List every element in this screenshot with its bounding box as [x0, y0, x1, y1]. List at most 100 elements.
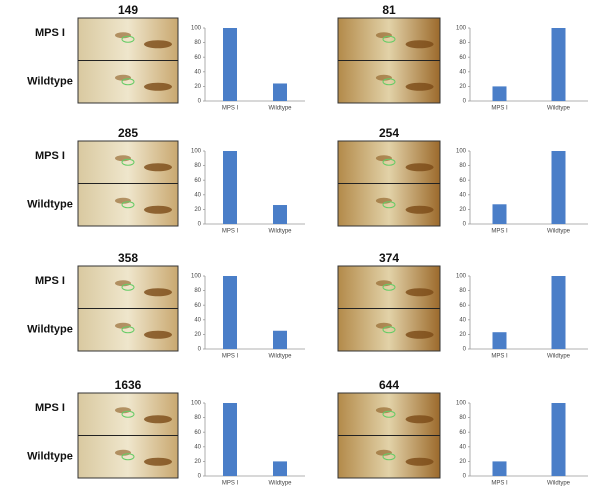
x-tick-label: Wildtype: [268, 106, 292, 112]
x-tick-label: Wildtype: [547, 354, 571, 360]
y-tick-label: 80: [459, 40, 466, 46]
gel-spot: [405, 40, 434, 49]
y-tick-label: 100: [191, 26, 202, 32]
bar: [223, 151, 237, 224]
bar: [551, 276, 566, 349]
gel-circle: [382, 453, 396, 461]
x-tick-label: MPS I: [222, 354, 239, 360]
y-tick-label: 100: [456, 274, 467, 280]
gel-circle: [382, 283, 396, 291]
gel-circle: [121, 453, 135, 461]
gel-circle: [382, 78, 396, 86]
y-tick-label: 80: [194, 288, 201, 294]
y-tick-label: 0: [198, 347, 202, 353]
bar: [223, 28, 237, 101]
gel-spot: [405, 457, 434, 466]
x-tick-label: Wildtype: [268, 481, 292, 487]
gel-spot: [405, 288, 434, 297]
spot-label: 358: [118, 251, 138, 265]
gel-spot: [144, 330, 172, 339]
y-tick-label: 80: [459, 163, 466, 169]
gel-circle: [382, 201, 396, 209]
bar: [492, 332, 507, 349]
gel-spot: [144, 288, 172, 297]
gel-circle: [382, 35, 396, 43]
x-tick-label: MPS I: [222, 106, 239, 112]
bar: [551, 151, 566, 224]
y-tick-label: 20: [194, 84, 201, 90]
gel-circle: [121, 283, 135, 291]
x-tick-label: MPS I: [491, 229, 508, 235]
gel-circle: [121, 410, 135, 418]
row-label: Wildtype: [27, 451, 73, 463]
spot-label: 374: [379, 251, 399, 265]
bar: [492, 204, 507, 224]
y-tick-label: 40: [459, 69, 466, 75]
x-tick-label: MPS I: [222, 481, 239, 487]
gel-circle: [121, 78, 135, 86]
spot-label: 149: [118, 3, 138, 17]
gel-spot: [144, 415, 172, 424]
y-tick-label: 0: [198, 474, 202, 480]
gel-spot: [144, 205, 172, 214]
y-tick-label: 60: [459, 430, 466, 436]
x-tick-label: Wildtype: [547, 481, 571, 487]
row-label: MPS I: [35, 27, 65, 39]
bar: [492, 461, 507, 476]
y-tick-label: 80: [459, 415, 466, 421]
row-label: Wildtype: [27, 324, 73, 336]
gel-circle: [121, 158, 135, 166]
gel-spot: [144, 457, 172, 466]
gel-circle: [382, 410, 396, 418]
gel-circle: [121, 35, 135, 43]
y-tick-label: 40: [459, 192, 466, 198]
row-label: Wildtype: [27, 76, 73, 88]
y-tick-label: 80: [194, 163, 201, 169]
x-tick-label: MPS I: [491, 106, 508, 112]
y-tick-label: 40: [459, 317, 466, 323]
spot-label: 81: [382, 3, 396, 17]
bar: [223, 276, 237, 349]
y-tick-label: 20: [459, 459, 466, 465]
x-tick-label: MPS I: [491, 354, 508, 360]
y-tick-label: 60: [194, 55, 201, 61]
gel-spot: [405, 163, 434, 172]
gel-spot: [144, 40, 172, 49]
y-tick-label: 60: [459, 303, 466, 309]
y-tick-label: 80: [194, 415, 201, 421]
row-label: MPS I: [35, 275, 65, 287]
bar: [551, 28, 566, 101]
y-tick-label: 100: [191, 149, 202, 155]
gel-spot: [405, 330, 434, 339]
gel-circle: [121, 201, 135, 209]
y-tick-label: 0: [198, 222, 202, 228]
bar: [492, 86, 507, 101]
bar: [551, 403, 566, 476]
y-tick-label: 40: [194, 69, 201, 75]
gel-spot: [144, 163, 172, 172]
gel-circle: [382, 326, 396, 334]
y-tick-label: 20: [459, 207, 466, 213]
y-tick-label: 60: [194, 303, 201, 309]
gel-spot: [405, 82, 434, 91]
y-tick-label: 0: [198, 99, 202, 105]
x-tick-label: MPS I: [491, 481, 508, 487]
y-tick-label: 60: [459, 55, 466, 61]
gel-circle: [382, 158, 396, 166]
y-tick-label: 20: [459, 332, 466, 338]
bar: [223, 403, 237, 476]
bar: [273, 83, 287, 101]
y-tick-label: 60: [194, 430, 201, 436]
row-label: Wildtype: [27, 199, 73, 211]
y-tick-label: 20: [194, 332, 201, 338]
spot-label: 644: [379, 378, 399, 392]
y-tick-label: 80: [194, 40, 201, 46]
y-tick-label: 0: [463, 99, 467, 105]
x-tick-label: Wildtype: [268, 229, 292, 235]
row-label: MPS I: [35, 150, 65, 162]
x-tick-label: Wildtype: [547, 229, 571, 235]
spot-label: 1636: [115, 378, 142, 392]
y-tick-label: 40: [194, 444, 201, 450]
x-tick-label: Wildtype: [547, 106, 571, 112]
y-tick-label: 100: [456, 26, 467, 32]
